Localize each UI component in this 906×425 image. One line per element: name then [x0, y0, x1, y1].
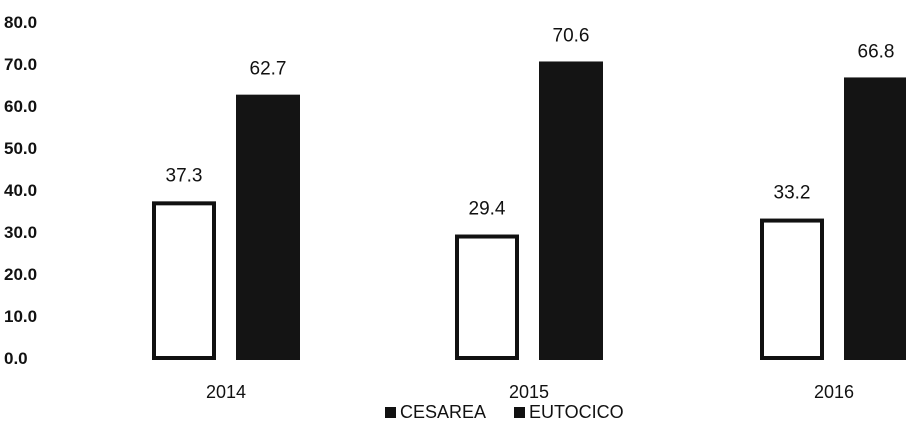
bars	[152, 61, 906, 361]
y-tick-label-5: 50.0	[4, 139, 37, 158]
bar-cesarea-2015	[455, 234, 519, 361]
legend: CESAREA EUTOCICO	[385, 402, 624, 422]
x-axis: 2014 2015 2016	[206, 382, 854, 402]
data-label-cesarea-2016: 33.2	[774, 183, 811, 204]
legend-label-cesarea: CESAREA	[400, 402, 486, 422]
data-label-eutocico-2016: 66.8	[858, 41, 895, 62]
data-label-cesarea-2015: 29.4	[469, 199, 506, 220]
y-tick-label-2: 20.0	[4, 265, 37, 284]
bar-cesarea-2014	[152, 201, 216, 360]
legend-marker-cesarea	[385, 407, 396, 418]
legend-label-eutocico: EUTOCICO	[529, 402, 624, 422]
y-tick-label-0: 0.0	[4, 349, 28, 368]
bar-eutocico-2015	[539, 61, 603, 360]
y-axis: 0.0 10.0 20.0 30.0 40.0 50.0 60.0 70.0 80.0	[4, 13, 37, 368]
data-label-cesarea-2014: 37.3	[166, 165, 203, 186]
x-tick-label-2016: 2016	[814, 382, 854, 402]
bar-eutocico-2014	[236, 94, 300, 360]
data-label-eutocico-2015: 70.6	[553, 25, 590, 46]
data-label-eutocico-2014: 62.7	[250, 59, 287, 80]
y-tick-label-8: 80.0	[4, 13, 37, 32]
bar-cesarea-2016	[760, 218, 824, 360]
y-tick-label-7: 70.0	[4, 55, 37, 74]
x-tick-label-2015: 2015	[509, 382, 549, 402]
legend-marker-eutocico	[514, 407, 525, 418]
y-tick-label-3: 30.0	[4, 223, 37, 242]
x-tick-label-2014: 2014	[206, 382, 246, 402]
y-tick-label-4: 40.0	[4, 181, 37, 200]
y-tick-label-6: 60.0	[4, 97, 37, 116]
y-tick-label-1: 10.0	[4, 307, 37, 326]
data-labels: 37.3 62.7 29.4 70.6 33.2 66.8	[166, 25, 895, 219]
bar-eutocico-2016	[844, 77, 906, 360]
